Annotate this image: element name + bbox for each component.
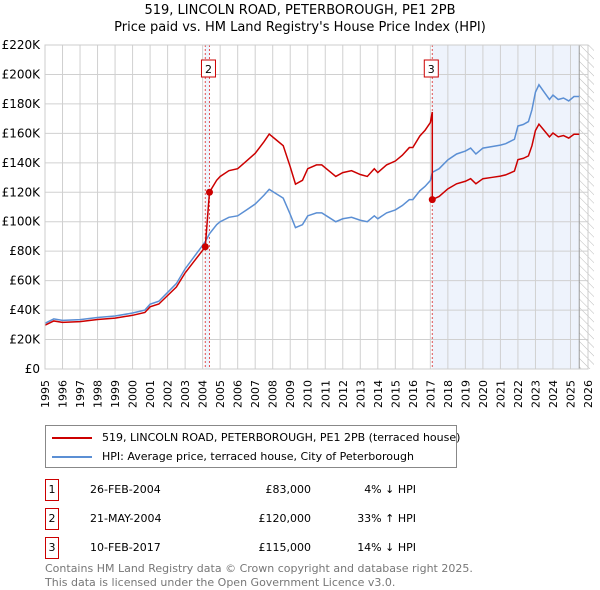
x-tick-label: 2004 [197, 380, 210, 408]
legend-red-line [52, 436, 92, 439]
sale-label: 2 [205, 63, 212, 76]
x-tick-label: 2003 [179, 380, 192, 408]
plot-border [44, 44, 589, 370]
footer-copyright: Contains HM Land Registry data © Crown c… [45, 562, 473, 575]
marker-badge: 3 [45, 537, 59, 559]
x-tick-label: 2026 [582, 380, 595, 408]
transaction-row: 1 26-FEB-2004 £83,000 4% ↓ HPI [45, 479, 445, 501]
hpi-diff: 4% ↓ HPI [364, 483, 416, 496]
y-tick-label: £40K [9, 303, 41, 317]
hatched-region [579, 45, 594, 369]
y-tick-label: £120K [2, 185, 42, 199]
y-tick-label: £60K [9, 274, 41, 288]
y-tick-label: £140K [2, 156, 42, 170]
x-tick-label: 2021 [494, 380, 507, 408]
y-tick-label: £220K [2, 38, 42, 52]
price: £115,000 [258, 541, 312, 554]
sale-label-box [200, 59, 216, 78]
sale-span-shade [205, 45, 210, 369]
y-tick-label: £100K [2, 215, 42, 229]
x-tick-label: 2007 [249, 380, 262, 408]
x-tick-label: 2013 [354, 380, 367, 408]
x-tick-label: 2014 [372, 380, 385, 408]
sale-point [205, 188, 213, 196]
sale-point [428, 196, 436, 204]
price: £120,000 [258, 512, 312, 525]
legend-hpi: HPI: Average price, terraced house, City… [102, 450, 414, 463]
property-line [44, 111, 580, 326]
marker-badge: 2 [45, 508, 59, 530]
chart-title: 519, LINCOLN ROAD, PETERBOROUGH, PE1 2PB [144, 3, 456, 18]
transaction-row: 2 21-MAY-2004 £120,000 33% ↑ HPI [45, 508, 445, 530]
x-tick-label: 1999 [109, 380, 122, 408]
legend-property: 519, LINCOLN ROAD, PETERBOROUGH, PE1 2PB… [102, 431, 461, 444]
x-tick-label: 2000 [127, 380, 140, 408]
x-tick-label: 2012 [337, 380, 350, 408]
date: 21-MAY-2004 [90, 512, 162, 525]
x-tick-label: 2006 [232, 380, 245, 408]
hpi-diff: 14% ↓ HPI [357, 541, 416, 554]
x-tick-label: 2001 [144, 380, 157, 408]
hpi-diff: 33% ↑ HPI [357, 512, 416, 525]
legend: 519, LINCOLN ROAD, PETERBOROUGH, PE1 2PB… [45, 425, 461, 468]
x-tick-label: 2024 [547, 380, 560, 408]
price: £83,000 [265, 483, 312, 496]
y-tick-label: £20K [9, 333, 41, 347]
footer-licence: This data is licensed under the Open Gov… [45, 576, 396, 589]
x-tick-label: 2019 [459, 380, 472, 408]
y-tick-label: £160K [2, 126, 42, 140]
x-tick-label: 2018 [442, 380, 455, 408]
chart: 1995 1996 1997 1998 1999 2000 2001 2002 2003 2004… [2, 38, 595, 408]
y-tick-label: £80K [9, 244, 41, 258]
x-tick-label: 2005 [214, 380, 227, 408]
sale-label-box [423, 59, 439, 78]
x-tick-label: 2020 [477, 380, 490, 408]
hpi-line [44, 83, 580, 325]
transaction-row: 3 10-FEB-2017 £115,000 14% ↓ HPI [45, 537, 445, 559]
chart-subtitle: Price paid vs. HM Land Registry's House … [114, 20, 486, 35]
x-tick-label: 2002 [162, 380, 175, 408]
sale-label: 3 [428, 63, 435, 76]
sale-point [201, 243, 209, 251]
x-tick-label: 2015 [389, 380, 402, 408]
x-tick-label: 2016 [407, 380, 420, 408]
x-tick-label: 2017 [424, 380, 437, 408]
x-tick-label: 2009 [284, 380, 297, 408]
x-tick-label: 2023 [529, 380, 542, 408]
y-tick-label: £180K [2, 97, 42, 111]
x-tick-label: 2025 [564, 380, 577, 408]
x-tick-label: 2010 [302, 380, 315, 408]
x-tick-label: 2008 [267, 380, 280, 408]
x-tick-label: 2011 [319, 380, 332, 408]
forecast-shade [432, 45, 580, 369]
date: 10-FEB-2017 [90, 541, 161, 554]
y-tick-label: £0 [25, 362, 40, 376]
x-tick-label: 1996 [57, 380, 70, 408]
x-tick-label: 1998 [92, 380, 105, 408]
x-tick-label: 2022 [512, 380, 525, 408]
date: 26-FEB-2004 [90, 483, 161, 496]
marker-badge: 1 [45, 479, 59, 501]
x-tick-label: 1995 [39, 380, 52, 408]
y-tick-label: £200K [2, 67, 42, 81]
legend-blue-line [52, 455, 92, 458]
x-tick-label: 1997 [74, 380, 87, 408]
